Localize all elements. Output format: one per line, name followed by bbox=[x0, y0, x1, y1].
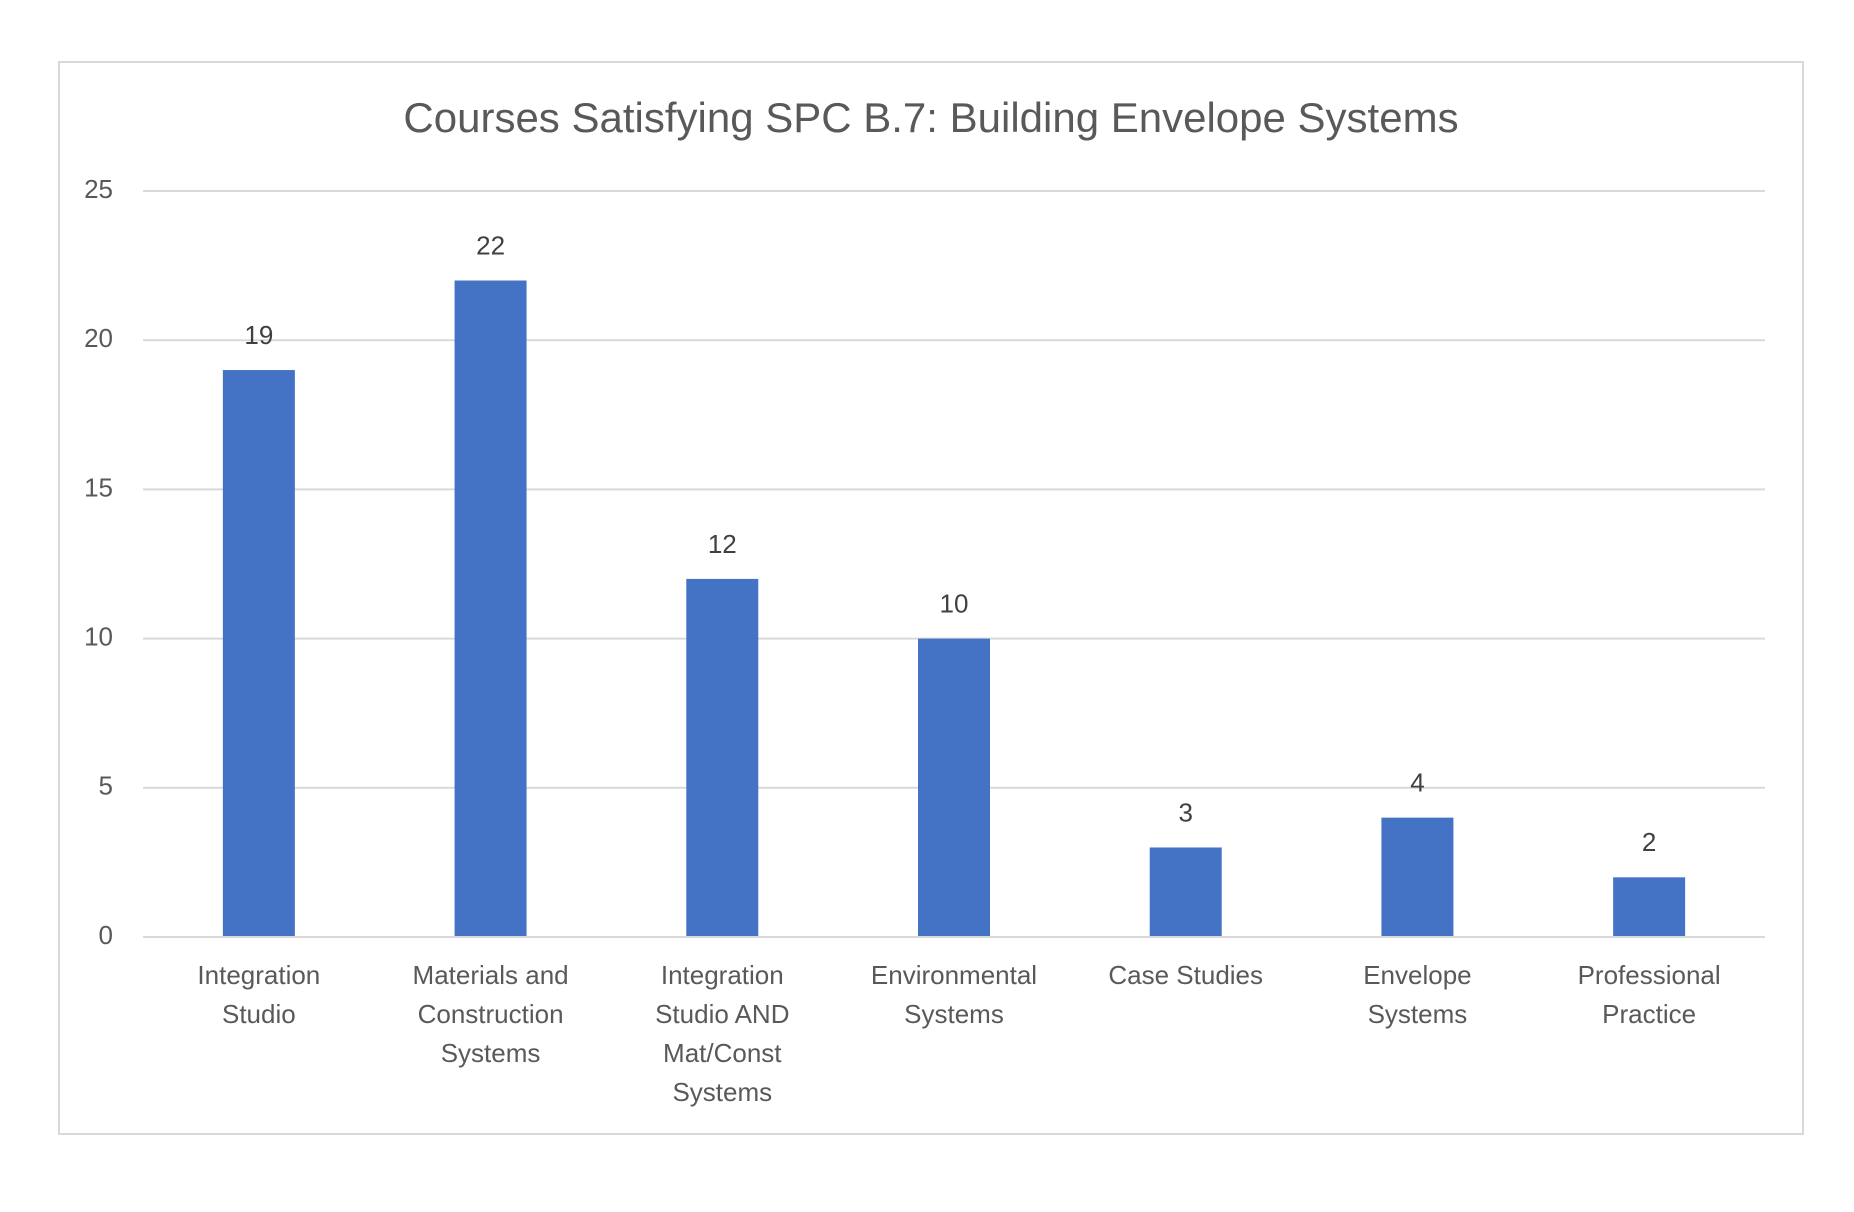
bar bbox=[686, 578, 759, 937]
y-tick-label: 25 bbox=[84, 174, 113, 204]
x-tick-label: Professional Practice bbox=[1578, 960, 1721, 1029]
chart-title: Courses Satisfying SPC B.7: Building Env… bbox=[403, 94, 1458, 141]
x-tick-label-line: Systems bbox=[904, 999, 1004, 1029]
bar bbox=[454, 280, 527, 937]
bar bbox=[1149, 847, 1222, 937]
x-tick-label-line: Mat/Const bbox=[663, 1038, 782, 1068]
data-label: 12 bbox=[708, 529, 737, 559]
data-label: 10 bbox=[940, 588, 969, 618]
bar bbox=[918, 638, 990, 937]
x-tick-label-line: Case Studies bbox=[1108, 960, 1263, 990]
x-tick-label: Integration Studio AND Mat/Const Systems bbox=[655, 960, 789, 1107]
x-tick-label-line: Professional bbox=[1578, 960, 1721, 990]
x-tick-label-line: Materials and bbox=[413, 960, 569, 990]
x-tick-label-line: Systems bbox=[441, 1038, 541, 1068]
bar bbox=[1381, 817, 1454, 937]
y-tick-label: 20 bbox=[84, 323, 113, 353]
x-tick-label-line: Systems bbox=[672, 1077, 772, 1107]
data-label: 22 bbox=[476, 230, 505, 260]
data-label: 2 bbox=[1642, 827, 1656, 857]
data-label: 19 bbox=[244, 320, 273, 350]
x-tick-label-line: Integration bbox=[197, 960, 320, 990]
x-tick-label-line: Construction bbox=[418, 999, 564, 1029]
x-tick-label: Environmental Systems bbox=[871, 960, 1037, 1029]
y-tick-label: 0 bbox=[99, 920, 113, 950]
bar bbox=[222, 370, 295, 937]
x-tick-label: Envelope Systems bbox=[1363, 960, 1471, 1029]
data-label: 3 bbox=[1178, 797, 1192, 827]
x-tick-label-line: Practice bbox=[1602, 999, 1696, 1029]
x-tick-label: Case Studies bbox=[1108, 960, 1263, 990]
chart-border bbox=[58, 61, 1804, 1135]
x-tick-label-line: Studio bbox=[222, 999, 296, 1029]
x-tick-label-line: Environmental bbox=[871, 960, 1037, 990]
x-tick-label-line: Systems bbox=[1368, 999, 1468, 1029]
x-tick-label-line: Studio AND bbox=[655, 999, 789, 1029]
x-tick-label: Integration Studio bbox=[197, 960, 320, 1029]
y-tick-label: 5 bbox=[99, 771, 113, 801]
y-tick-label: 15 bbox=[84, 472, 113, 502]
x-tick-label: Materials and Construction Systems bbox=[413, 960, 569, 1068]
data-label: 4 bbox=[1410, 768, 1424, 798]
x-tick-label-line: Envelope bbox=[1363, 960, 1471, 990]
x-tick-label-line: Integration bbox=[661, 960, 784, 990]
bar bbox=[1613, 877, 1686, 937]
y-tick-label: 10 bbox=[84, 621, 113, 651]
